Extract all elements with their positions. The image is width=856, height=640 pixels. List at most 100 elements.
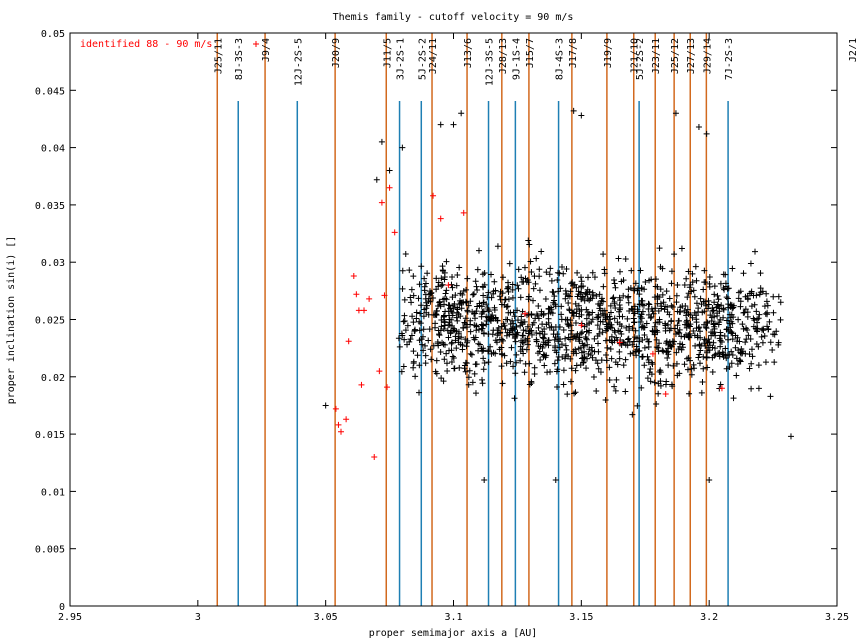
member-point bbox=[645, 343, 652, 350]
member-point bbox=[510, 320, 517, 327]
member-point bbox=[472, 310, 479, 317]
member-point bbox=[717, 381, 724, 388]
member-point bbox=[560, 270, 567, 277]
chart-title: Themis family - cutoff velocity = 90 m/s bbox=[333, 12, 574, 23]
member-point bbox=[515, 266, 522, 273]
member-point bbox=[567, 336, 574, 343]
member-point bbox=[709, 354, 716, 361]
member-point bbox=[401, 317, 408, 324]
member-point bbox=[672, 325, 679, 332]
member-point bbox=[566, 306, 573, 313]
member-point bbox=[710, 339, 717, 346]
member-point bbox=[604, 323, 611, 330]
member-point bbox=[563, 291, 570, 298]
member-point bbox=[410, 292, 417, 299]
member-point bbox=[666, 327, 673, 334]
member-point bbox=[533, 329, 540, 336]
resonance-label: 8J-4S-3 bbox=[555, 38, 566, 80]
member-point bbox=[552, 342, 559, 349]
member-point bbox=[570, 107, 577, 114]
member-point bbox=[733, 372, 740, 379]
member-point bbox=[602, 337, 609, 344]
member-point bbox=[572, 367, 579, 374]
member-point bbox=[668, 381, 675, 388]
member-point bbox=[438, 375, 445, 382]
member-point bbox=[422, 342, 429, 349]
member-point bbox=[498, 323, 505, 330]
member-point bbox=[764, 302, 771, 309]
member-point bbox=[692, 342, 699, 349]
member-point bbox=[709, 369, 716, 376]
member-point bbox=[480, 308, 487, 315]
member-point bbox=[665, 351, 672, 358]
member-point bbox=[578, 306, 585, 313]
member-point bbox=[453, 282, 460, 289]
member-point bbox=[558, 303, 565, 310]
member-point bbox=[526, 241, 533, 248]
member-point bbox=[432, 368, 439, 375]
member-point bbox=[456, 264, 463, 271]
member-point bbox=[537, 356, 544, 363]
identified-point bbox=[460, 209, 467, 216]
member-point bbox=[543, 269, 550, 276]
member-point bbox=[456, 364, 463, 371]
member-point bbox=[706, 339, 713, 346]
member-point bbox=[679, 303, 686, 310]
member-point bbox=[601, 270, 608, 277]
member-point bbox=[498, 344, 505, 351]
member-point bbox=[416, 362, 423, 369]
member-point bbox=[534, 350, 541, 357]
member-point bbox=[579, 293, 586, 300]
member-point bbox=[699, 378, 706, 385]
y-tick-label: 0.045 bbox=[35, 86, 65, 97]
member-point bbox=[575, 345, 582, 352]
member-point bbox=[463, 324, 470, 331]
member-point bbox=[449, 339, 456, 346]
member-point bbox=[613, 376, 620, 383]
member-point bbox=[548, 306, 555, 313]
member-point bbox=[513, 330, 520, 337]
identified-point bbox=[381, 292, 388, 299]
member-point bbox=[568, 280, 575, 287]
member-point bbox=[647, 314, 654, 321]
member-point bbox=[632, 280, 639, 287]
identified-point bbox=[522, 310, 529, 317]
member-point bbox=[408, 286, 415, 293]
member-point bbox=[583, 336, 590, 343]
member-point bbox=[421, 287, 428, 294]
resonance-label: 9J-1S-4 bbox=[511, 38, 522, 80]
member-point bbox=[531, 273, 538, 280]
member-point bbox=[746, 351, 753, 358]
member-point bbox=[696, 341, 703, 348]
member-point bbox=[763, 290, 770, 297]
member-point bbox=[554, 276, 561, 283]
x-tick-label: 3.1 bbox=[444, 612, 462, 623]
member-point bbox=[716, 335, 723, 342]
member-point bbox=[693, 316, 700, 323]
member-point bbox=[702, 337, 709, 344]
member-point bbox=[469, 379, 476, 386]
member-point bbox=[600, 298, 607, 305]
member-point bbox=[531, 364, 538, 371]
member-point bbox=[639, 308, 646, 315]
member-point bbox=[443, 360, 450, 367]
member-point bbox=[631, 319, 638, 326]
member-point bbox=[500, 337, 507, 344]
member-point bbox=[725, 301, 732, 308]
member-point bbox=[483, 313, 490, 320]
member-point bbox=[547, 265, 554, 272]
member-point bbox=[457, 313, 464, 320]
member-point bbox=[539, 334, 546, 341]
member-point bbox=[416, 281, 423, 288]
member-point bbox=[415, 295, 422, 302]
resonance-label: J9/4 bbox=[261, 38, 272, 62]
member-point bbox=[528, 331, 535, 338]
member-point bbox=[553, 368, 560, 375]
member-point bbox=[441, 301, 448, 308]
member-point bbox=[598, 295, 605, 302]
member-point bbox=[685, 268, 692, 275]
member-point bbox=[460, 324, 467, 331]
member-point bbox=[755, 385, 762, 392]
member-point bbox=[474, 266, 481, 273]
member-point bbox=[473, 323, 480, 330]
